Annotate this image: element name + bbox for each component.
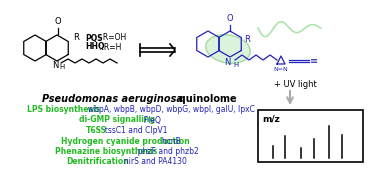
Text: H: H <box>59 64 64 70</box>
Text: N: N <box>224 58 230 67</box>
Text: N: N <box>52 61 58 70</box>
Text: R: R <box>244 35 250 43</box>
Text: tssC1 and ClpV1: tssC1 and ClpV1 <box>99 126 167 135</box>
Text: R: R <box>73 33 79 42</box>
Bar <box>258 110 363 162</box>
Text: hcnB: hcnB <box>157 137 181 146</box>
Text: ≡: ≡ <box>310 56 318 66</box>
Text: m/z: m/z <box>262 115 280 124</box>
Text: di-GMP signalling: di-GMP signalling <box>79 115 155 125</box>
Text: H: H <box>233 62 238 68</box>
Text: FleQ: FleQ <box>139 115 161 125</box>
Text: Phenazine biosynthesis: Phenazine biosynthesis <box>55 147 157 156</box>
Text: HHQ: HHQ <box>85 42 104 52</box>
Text: quinolome: quinolome <box>172 94 237 104</box>
Text: Pseudomonas aeruginosa: Pseudomonas aeruginosa <box>42 94 183 104</box>
Text: Hydrogen cyanide production: Hydrogen cyanide production <box>61 137 190 146</box>
Text: PQS: PQS <box>85 33 102 42</box>
Text: O: O <box>227 14 233 23</box>
Text: + UV light: + UV light <box>274 80 316 89</box>
Text: phzF and phzb2: phzF and phzb2 <box>133 147 199 156</box>
Text: : R=OH: : R=OH <box>98 33 126 42</box>
Text: O: O <box>55 17 61 26</box>
Text: N=N: N=N <box>274 67 288 72</box>
Ellipse shape <box>206 35 250 63</box>
Text: wbpA, wbpB, wbpD, wbpG, wbpI, galU, lpxC: wbpA, wbpB, wbpD, wbpG, wbpI, galU, lpxC <box>84 105 255 114</box>
Text: : R=H: : R=H <box>99 42 121 52</box>
Text: Denitrification: Denitrification <box>66 158 129 166</box>
Text: LPS biosynthesis: LPS biosynthesis <box>26 105 100 114</box>
Text: nirS and PA4130: nirS and PA4130 <box>119 158 187 166</box>
Text: T6SS: T6SS <box>85 126 106 135</box>
